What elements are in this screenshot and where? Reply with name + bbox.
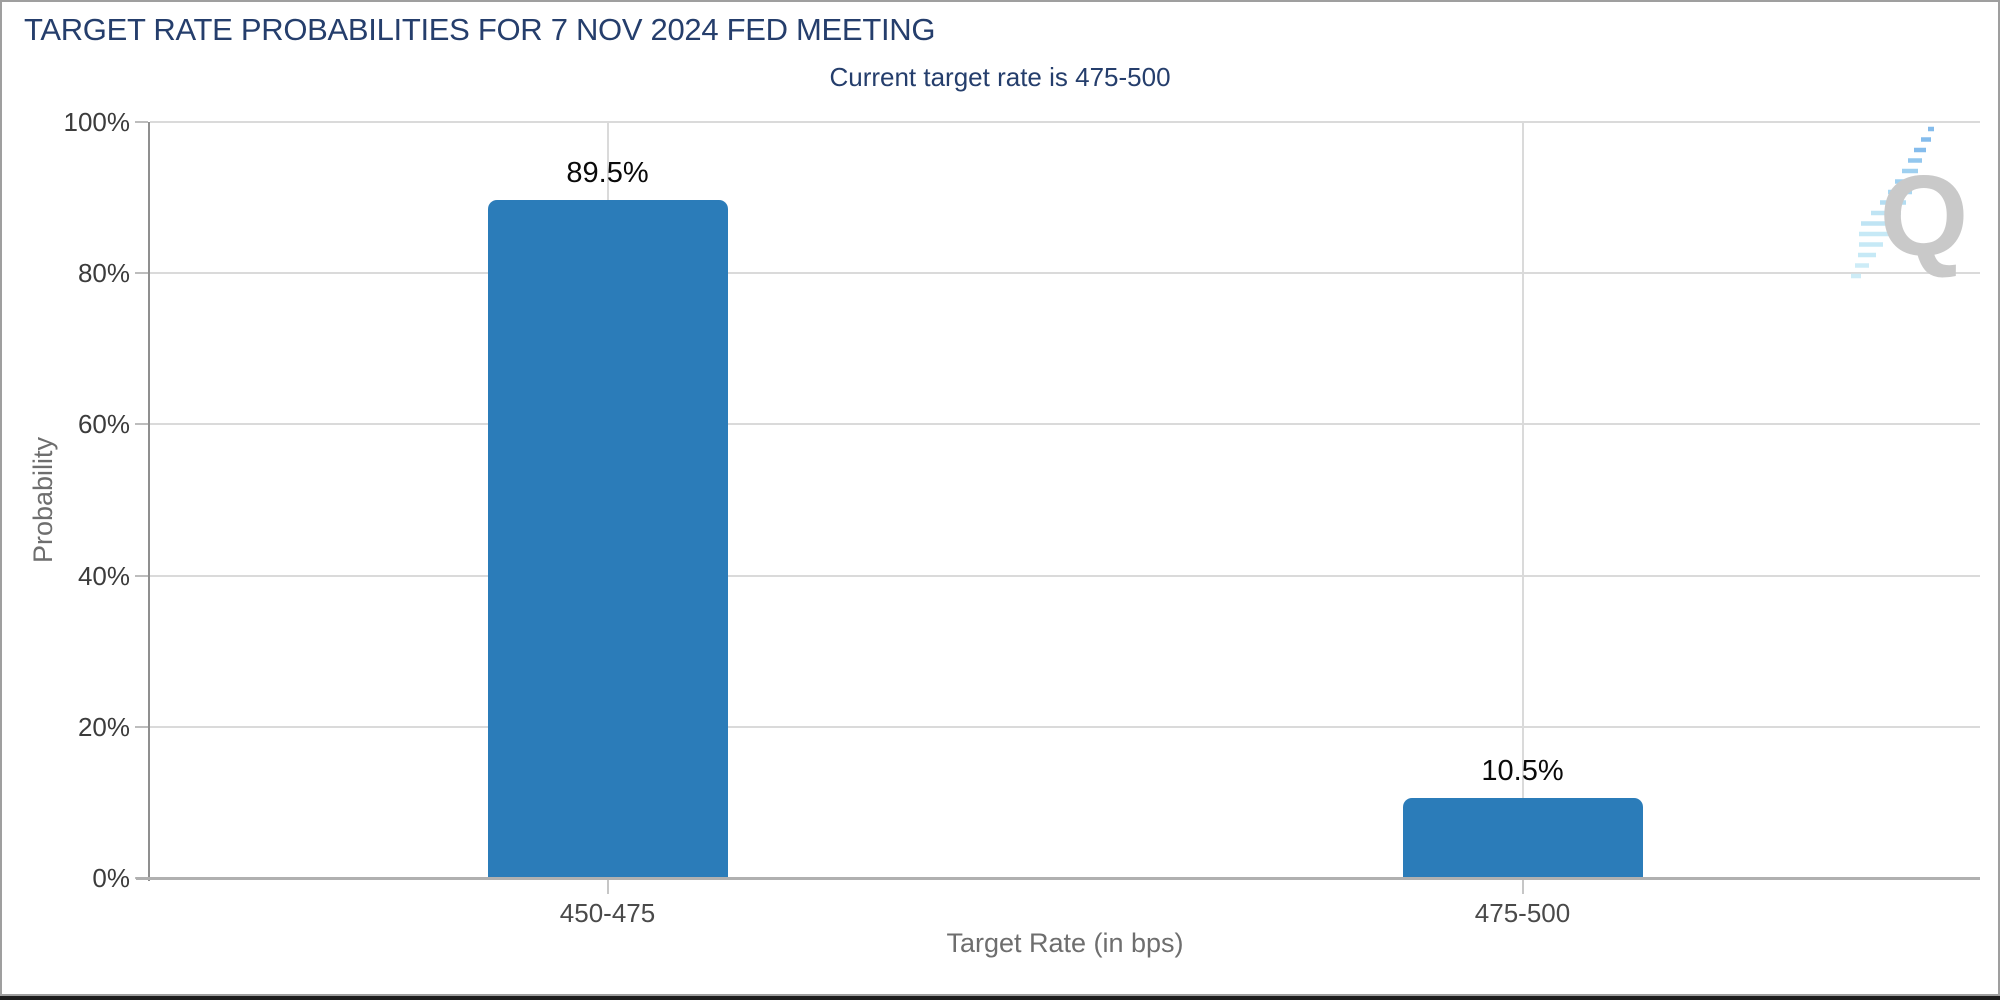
x-axis-baseline	[136, 877, 1980, 880]
probability-bar-475-500[interactable]	[1402, 797, 1643, 877]
frame-bottom-strip	[0, 996, 2000, 1000]
bar-value-label: 89.5%	[566, 157, 649, 190]
y-tick-label: 20%	[77, 711, 130, 742]
y-axis-title: Probability	[28, 436, 58, 564]
x-category-label: 475-500	[1474, 898, 1571, 928]
v-gridline	[1521, 122, 1524, 878]
chart-title: TARGET RATE PROBABILITIES FOR 7 NOV 2024…	[24, 12, 936, 47]
frame-bottom-border	[0, 994, 2000, 996]
x-axis-title: Target Rate (in bps)	[946, 928, 1184, 958]
x-category-label: 450-475	[559, 898, 656, 928]
chart-subtitle: Current target rate is 475-500	[829, 62, 1171, 92]
h-gridline	[150, 423, 1980, 426]
quikstrike-q-logo-watermark: Q	[1851, 126, 1965, 280]
y-tick-mark	[135, 725, 148, 728]
h-gridline	[150, 574, 1980, 577]
y-tick-label: 80%	[77, 258, 130, 289]
h-gridline	[150, 121, 1980, 123]
y-tick-label: 60%	[77, 409, 130, 440]
y-tick-label: 0%	[92, 863, 130, 893]
plot-area: Q 0% 20% 40% 60% 80% 100% 89.5% 450-475 10.5% 475…	[64, 107, 1980, 928]
x-tick-mark	[606, 880, 609, 894]
y-axis-line	[148, 122, 150, 881]
h-gridline	[150, 272, 1980, 275]
y-tick-label: 100%	[63, 107, 131, 137]
y-tick-mark	[135, 423, 148, 426]
probability-bar-450-475[interactable]	[487, 200, 728, 877]
x-tick-mark	[1521, 880, 1524, 894]
y-tick-mark	[135, 574, 148, 577]
bar-value-label: 10.5%	[1481, 754, 1564, 787]
y-tick-mark	[135, 272, 148, 275]
h-gridline	[150, 725, 1980, 728]
watermark-q-letter: Q	[1880, 153, 1965, 280]
y-tick-label: 40%	[77, 560, 130, 591]
y-tick-mark	[135, 121, 148, 123]
